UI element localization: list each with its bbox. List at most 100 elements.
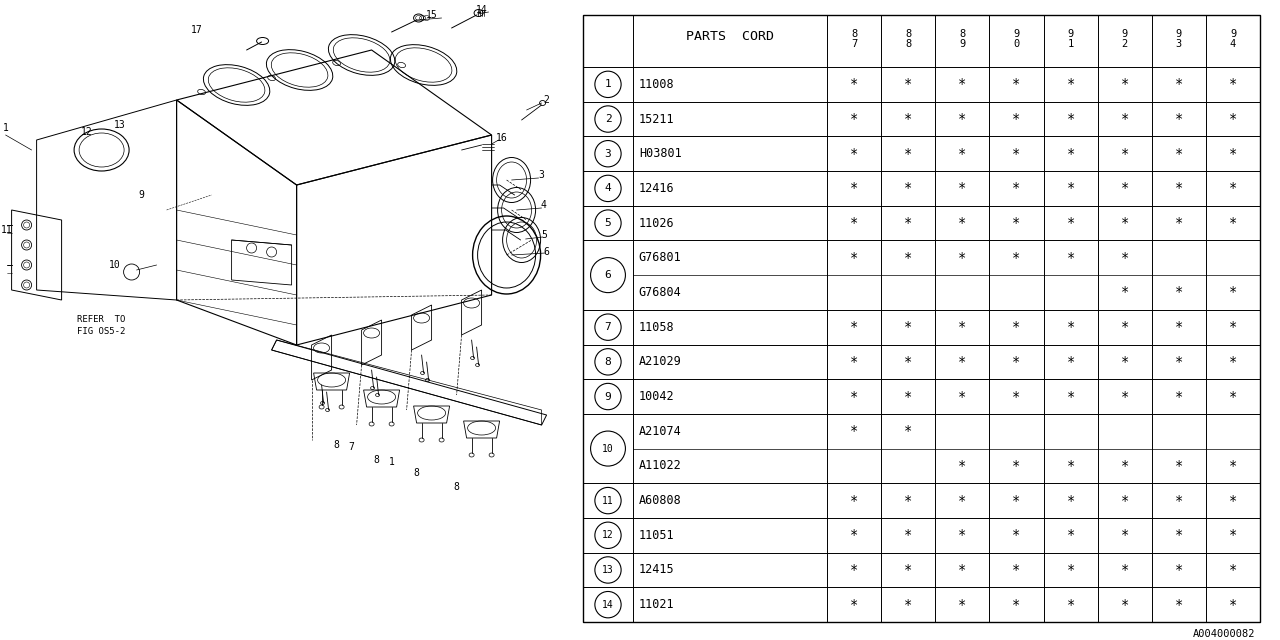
Text: *: *	[1120, 493, 1129, 508]
Text: 9: 9	[138, 190, 145, 200]
Text: *: *	[1120, 528, 1129, 542]
Text: 13: 13	[114, 120, 125, 130]
Text: *: *	[904, 493, 913, 508]
Text: *: *	[904, 598, 913, 612]
Text: *: *	[1066, 147, 1075, 161]
Text: *: *	[850, 563, 859, 577]
Text: 1: 1	[604, 79, 612, 90]
Text: 12416: 12416	[639, 182, 675, 195]
Text: *: *	[1229, 320, 1238, 334]
Text: 5: 5	[541, 230, 548, 240]
Text: *: *	[1175, 528, 1183, 542]
Text: *: *	[850, 598, 859, 612]
Text: 8: 8	[453, 482, 460, 492]
Text: *: *	[959, 251, 966, 265]
Text: 8
9: 8 9	[959, 29, 965, 49]
Text: 11058: 11058	[639, 321, 675, 333]
Text: *: *	[904, 216, 913, 230]
Text: 3: 3	[604, 148, 612, 159]
Text: *: *	[1120, 598, 1129, 612]
Text: 8: 8	[604, 357, 612, 367]
Text: *: *	[1229, 112, 1238, 126]
Text: *: *	[850, 251, 859, 265]
Text: 4: 4	[540, 200, 547, 210]
Text: *: *	[1229, 493, 1238, 508]
Text: A11022: A11022	[639, 460, 682, 472]
Text: *: *	[1012, 459, 1020, 473]
Text: 9
2: 9 2	[1121, 29, 1128, 49]
Text: *: *	[1175, 77, 1183, 92]
Text: *: *	[904, 390, 913, 404]
Text: *: *	[959, 147, 966, 161]
Text: 8: 8	[413, 468, 420, 478]
Text: *: *	[1229, 285, 1238, 300]
Text: *: *	[1175, 390, 1183, 404]
Text: 11026: 11026	[639, 216, 675, 230]
Text: *: *	[1175, 320, 1183, 334]
Text: 6: 6	[604, 270, 612, 280]
Text: A004000082: A004000082	[1193, 629, 1256, 639]
Text: 9
1: 9 1	[1068, 29, 1074, 49]
Text: 15: 15	[426, 10, 438, 20]
Text: *: *	[959, 77, 966, 92]
Text: *: *	[959, 390, 966, 404]
Text: *: *	[1012, 598, 1020, 612]
Text: *: *	[1229, 598, 1238, 612]
Text: *: *	[1120, 77, 1129, 92]
Text: *: *	[904, 112, 913, 126]
Text: *: *	[1066, 528, 1075, 542]
Text: *: *	[1012, 147, 1020, 161]
Text: *: *	[850, 77, 859, 92]
Text: A60808: A60808	[639, 494, 682, 507]
Text: 12415: 12415	[639, 563, 675, 577]
Text: *: *	[959, 598, 966, 612]
Text: *: *	[904, 77, 913, 92]
Text: *: *	[1012, 112, 1020, 126]
Text: 9
0: 9 0	[1014, 29, 1020, 49]
Text: REFER  TO: REFER TO	[77, 316, 125, 324]
Text: 9
3: 9 3	[1176, 29, 1181, 49]
Text: 8
7: 8 7	[851, 29, 858, 49]
Text: *: *	[959, 528, 966, 542]
Text: *: *	[1120, 112, 1129, 126]
Text: *: *	[1175, 112, 1183, 126]
Text: 8: 8	[334, 440, 339, 450]
Text: *: *	[1175, 563, 1183, 577]
Text: *: *	[904, 424, 913, 438]
Text: *: *	[850, 493, 859, 508]
Text: *: *	[904, 355, 913, 369]
Text: *: *	[1175, 147, 1183, 161]
Text: 14: 14	[602, 600, 614, 610]
Text: *: *	[1012, 355, 1020, 369]
Text: *: *	[850, 320, 859, 334]
Text: *: *	[1066, 390, 1075, 404]
Text: 12: 12	[602, 531, 614, 540]
Text: 11008: 11008	[639, 78, 675, 91]
Text: *: *	[1120, 147, 1129, 161]
Text: *: *	[959, 216, 966, 230]
Text: *: *	[1229, 147, 1238, 161]
Text: *: *	[1229, 528, 1238, 542]
Text: 6: 6	[544, 247, 549, 257]
Text: *: *	[1066, 598, 1075, 612]
Text: *: *	[904, 563, 913, 577]
Text: *: *	[1066, 320, 1075, 334]
Text: 10042: 10042	[639, 390, 675, 403]
Text: *: *	[850, 112, 859, 126]
Text: 11021: 11021	[639, 598, 675, 611]
Text: *: *	[850, 424, 859, 438]
Text: *: *	[1229, 355, 1238, 369]
Text: *: *	[1066, 77, 1075, 92]
Text: 7: 7	[348, 442, 355, 452]
Text: *: *	[1066, 251, 1075, 265]
Text: 17: 17	[191, 25, 202, 35]
Text: 14: 14	[476, 5, 488, 15]
Text: 15211: 15211	[639, 113, 675, 125]
Text: *: *	[959, 320, 966, 334]
Text: *: *	[959, 181, 966, 195]
Text: *: *	[1120, 285, 1129, 300]
Text: *: *	[959, 355, 966, 369]
Text: 9: 9	[604, 392, 612, 401]
Text: 13: 13	[602, 565, 614, 575]
Text: *: *	[1229, 563, 1238, 577]
